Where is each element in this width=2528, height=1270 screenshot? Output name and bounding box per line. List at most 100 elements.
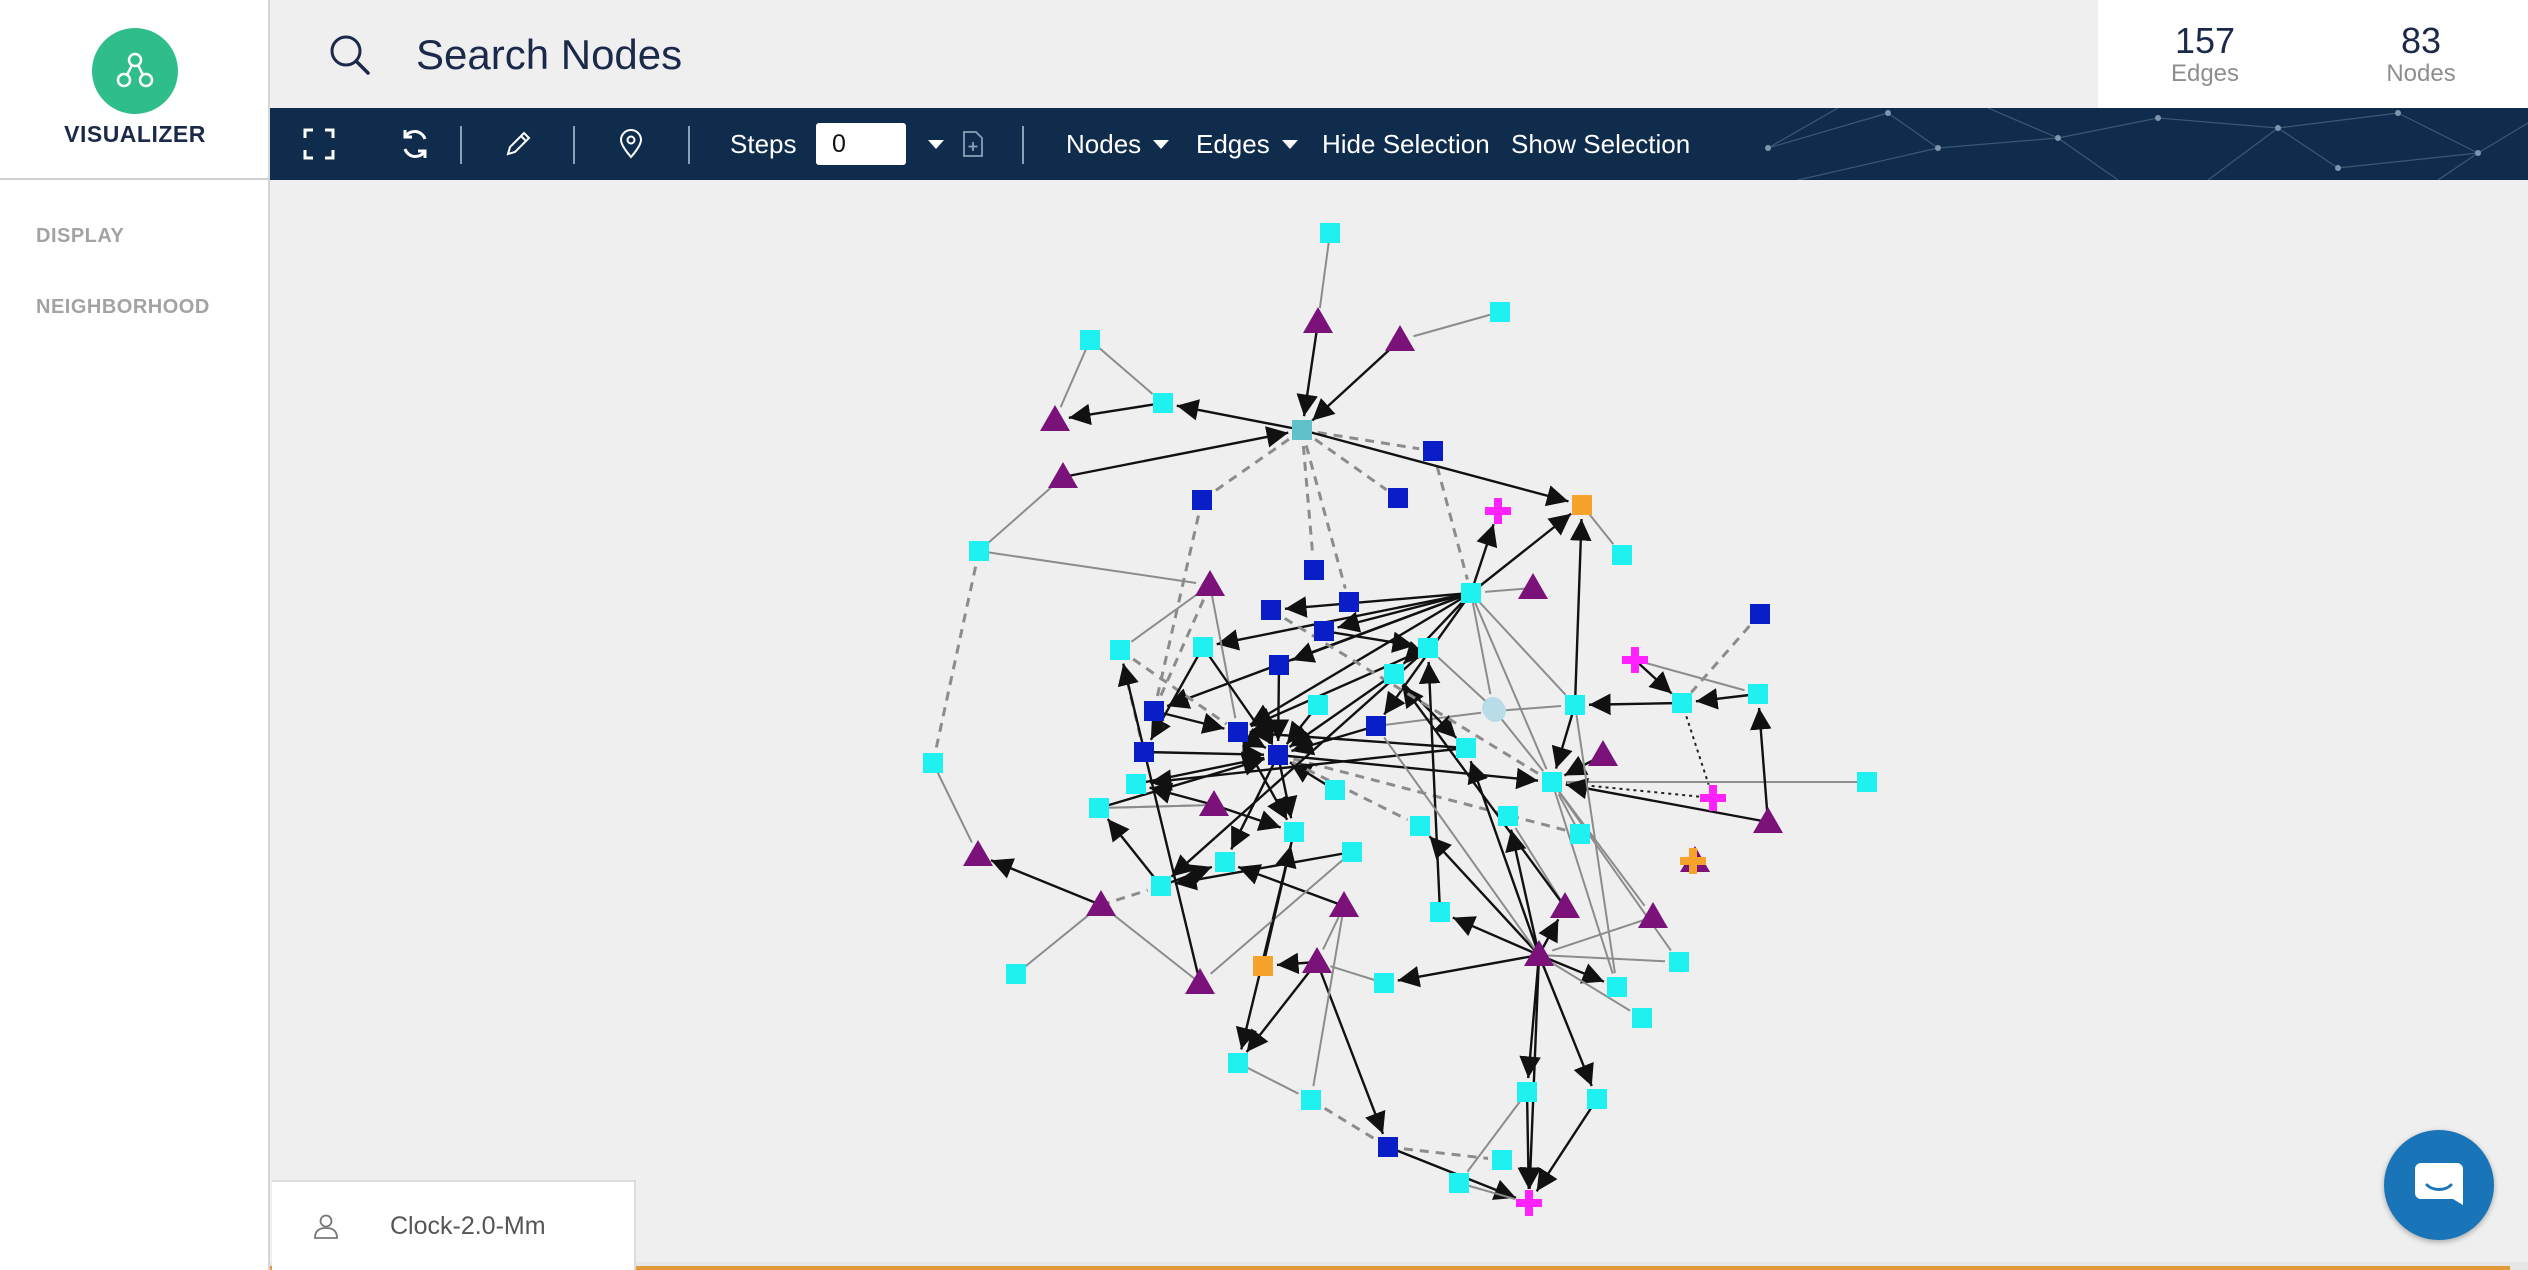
graph-edge[interactable] xyxy=(1418,661,1442,913)
graph-edge[interactable] xyxy=(1111,912,1201,984)
nodes-menu[interactable]: Nodes xyxy=(1066,108,1170,180)
graph-node[interactable] xyxy=(1550,892,1580,918)
graph-node[interactable] xyxy=(1753,807,1783,833)
graph-edge[interactable] xyxy=(1469,523,1498,594)
graph-node[interactable] xyxy=(1524,940,1554,966)
graph-node[interactable] xyxy=(1638,902,1668,928)
graph-node[interactable] xyxy=(1151,876,1171,896)
graph-node[interactable] xyxy=(1572,495,1592,515)
sidebar-item-neighborhood[interactable]: NEIGHBORHOOD xyxy=(36,296,210,318)
graph-edge[interactable] xyxy=(1143,743,1265,766)
graph-node[interactable] xyxy=(1622,647,1648,673)
graph-node[interactable] xyxy=(1587,1089,1607,1109)
graph-edge[interactable] xyxy=(1634,659,1745,692)
graph-node[interactable] xyxy=(1449,1173,1469,1193)
graph-edge[interactable] xyxy=(1158,584,1212,699)
graph-node[interactable] xyxy=(1516,1190,1542,1216)
network-graph[interactable] xyxy=(270,180,2528,1270)
graph-node[interactable] xyxy=(1314,621,1334,641)
graph-node[interactable] xyxy=(1302,947,1332,973)
graph-node[interactable] xyxy=(1185,968,1215,994)
graph-node[interactable] xyxy=(1253,956,1273,976)
graph-edge[interactable] xyxy=(1690,613,1762,694)
graph-edge[interactable] xyxy=(1750,707,1772,823)
graph-edge[interactable] xyxy=(934,550,981,750)
graph-node[interactable] xyxy=(1461,583,1481,603)
graph-edge[interactable] xyxy=(1015,913,1091,975)
graph-node[interactable] xyxy=(1366,716,1386,736)
brand[interactable]: VISUALIZER xyxy=(0,0,270,180)
graph-node[interactable] xyxy=(1384,664,1404,684)
graph-node[interactable] xyxy=(1565,695,1585,715)
fullscreen-button[interactable] xyxy=(302,108,336,180)
graph-edge[interactable] xyxy=(1106,818,1162,887)
graph-edge[interactable] xyxy=(1117,663,1202,984)
graph-edge[interactable] xyxy=(1470,512,1572,594)
user-tag[interactable]: Clock-2.0-Mm xyxy=(272,1180,636,1270)
graph-node[interactable] xyxy=(1339,592,1359,612)
graph-node[interactable] xyxy=(1418,638,1438,658)
graph-edge[interactable] xyxy=(1397,953,1540,988)
refresh-button[interactable] xyxy=(398,108,432,180)
graph-edge[interactable] xyxy=(1100,888,1149,907)
graph-edge[interactable] xyxy=(1250,646,1429,728)
graph-node[interactable] xyxy=(1632,1008,1652,1028)
graph-edge[interactable] xyxy=(1149,746,1467,791)
graph-edge[interactable] xyxy=(1155,499,1204,698)
graph-edge[interactable] xyxy=(1237,864,1345,908)
graph-node[interactable] xyxy=(1268,745,1288,765)
graph-node[interactable] xyxy=(1342,842,1362,862)
graph-edge[interactable] xyxy=(1387,1145,1489,1160)
graph-node[interactable] xyxy=(1542,772,1562,792)
graph-node[interactable] xyxy=(1518,573,1548,599)
steps-input[interactable] xyxy=(816,123,906,165)
graph-edge[interactable] xyxy=(1176,399,1303,432)
graph-edge[interactable] xyxy=(1062,426,1289,479)
edges-menu[interactable]: Edges xyxy=(1196,108,1298,180)
graph-node[interactable] xyxy=(1588,740,1618,766)
graph-node[interactable] xyxy=(1430,902,1450,922)
graph-edge[interactable] xyxy=(1276,754,1298,819)
graph-edge[interactable] xyxy=(1551,916,1654,952)
graph-edge[interactable] xyxy=(1119,648,1228,726)
graph-edge[interactable] xyxy=(1209,584,1237,719)
graph-edge[interactable] xyxy=(1315,961,1386,1135)
graph-edge[interactable] xyxy=(1517,1091,1540,1190)
graph-edge[interactable] xyxy=(1551,781,1614,974)
graph-edge[interactable] xyxy=(1318,232,1331,309)
graph-edge[interactable] xyxy=(1068,401,1164,426)
graph-edge[interactable] xyxy=(1588,693,1683,716)
graph-edge[interactable] xyxy=(1538,954,1666,963)
graph-edge[interactable] xyxy=(1519,954,1542,1190)
graph-node[interactable] xyxy=(1195,570,1225,596)
graph-edge[interactable] xyxy=(1565,777,1769,824)
graph-node[interactable] xyxy=(1320,223,1340,243)
graph-edge[interactable] xyxy=(1149,646,1205,741)
graph-edge[interactable] xyxy=(1300,429,1315,557)
graph-node[interactable] xyxy=(1325,780,1345,800)
graph-edge[interactable] xyxy=(1277,753,1539,790)
graph-edge[interactable] xyxy=(1267,664,1290,742)
steps-dropdown-icon[interactable] xyxy=(928,139,944,149)
graph-node[interactable] xyxy=(1040,405,1070,431)
sidebar-item-display[interactable]: DISPLAY xyxy=(36,225,125,247)
graph-node[interactable] xyxy=(1482,697,1504,719)
graph-node[interactable] xyxy=(1410,816,1430,836)
graph-node[interactable] xyxy=(1672,693,1692,713)
graph-node[interactable] xyxy=(1284,822,1304,842)
graph-node[interactable] xyxy=(1492,1150,1512,1170)
graph-node[interactable] xyxy=(963,840,993,866)
graph-node[interactable] xyxy=(1048,462,1078,488)
graph-node[interactable] xyxy=(1228,1053,1248,1073)
graph-edge[interactable] xyxy=(1538,954,1631,1012)
graph-edge[interactable] xyxy=(1634,659,1673,695)
graph-edge[interactable] xyxy=(1383,736,1540,956)
graph-node[interactable] xyxy=(1748,684,1768,704)
graph-edge[interactable] xyxy=(1270,608,1541,776)
graph-edge[interactable] xyxy=(1569,518,1592,706)
graph-node[interactable] xyxy=(1193,637,1213,657)
search-icon[interactable] xyxy=(328,33,372,77)
graph-node[interactable] xyxy=(1374,973,1394,993)
graph-node[interactable] xyxy=(1304,560,1324,580)
graph-edge[interactable] xyxy=(1681,702,1710,786)
